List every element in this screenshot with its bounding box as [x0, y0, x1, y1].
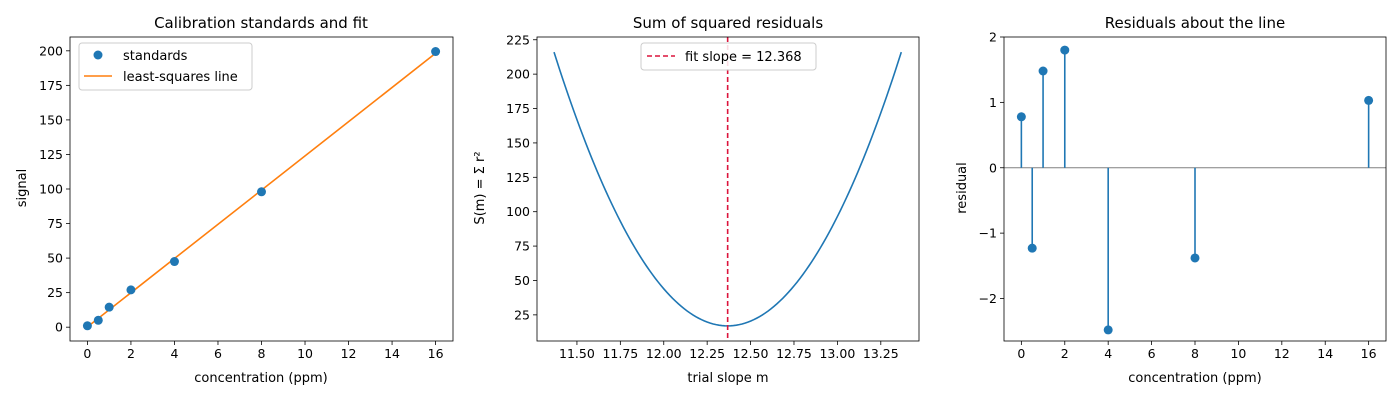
- panel-1-axes: [69, 36, 454, 342]
- panel-1-ytick-label: 100: [39, 182, 63, 197]
- panel-2-xtick-label: 13.00: [819, 346, 855, 361]
- panel-2-legend: fit slope = 12.368: [640, 42, 817, 71]
- panel-3-xtick-label: 0: [1017, 346, 1025, 361]
- legend-standards-marker: [93, 50, 103, 60]
- panel-1-xtick-label: 2: [127, 346, 135, 361]
- panel-3-xtick-label: 6: [1148, 346, 1156, 361]
- panel-1-ytick-label: 0: [55, 320, 63, 335]
- panel-1-xtick-label: 16: [428, 346, 444, 361]
- panel-2-xtick-label: 12.00: [646, 346, 682, 361]
- standard-point: [82, 321, 92, 331]
- panel-1-xlabel: concentration (ppm): [194, 371, 327, 386]
- panel-2-title: Sum of squared residuals: [633, 14, 823, 32]
- panel-3-ylabel: residual: [955, 162, 970, 214]
- panel-calibration: Calibration standards and fit concentrat…: [15, 14, 454, 386]
- panel-2-xtick-label: 12.75: [776, 346, 812, 361]
- panel-2-xtick-label: 11.75: [602, 346, 638, 361]
- panel-1-ytick-label: 75: [47, 216, 63, 231]
- standard-point: [169, 257, 179, 267]
- panel-residuals: Residuals about the line concentration (…: [955, 14, 1387, 386]
- panel-3-ytick-label: −1: [979, 226, 997, 241]
- residual-point: [1103, 325, 1113, 335]
- panel-3-axes: [1003, 36, 1387, 342]
- standard-point: [126, 285, 136, 295]
- panel-2-xtick-label: 13.25: [863, 346, 899, 361]
- panel-2-legend-box: [640, 42, 817, 71]
- panel-2-ytick-label: 75: [514, 239, 530, 254]
- panel-1-ytick-label: 150: [39, 112, 63, 127]
- panel-1-ytick-label: 50: [47, 251, 63, 266]
- panel-3-xtick-label: 4: [1104, 346, 1112, 361]
- standard-point: [104, 302, 114, 312]
- panel-1-xtick-label: 4: [170, 346, 178, 361]
- panel-2-ylabel: S(m) = Σ r²: [473, 151, 488, 224]
- panel-2-xtick-label: 11.50: [559, 346, 595, 361]
- panel-2-xtick-label: 12.25: [689, 346, 725, 361]
- panel-2-ytick-label: 25: [514, 307, 530, 322]
- panel-1-xtick-label: 12: [341, 346, 357, 361]
- panel-2-ytick-label: 50: [514, 273, 530, 288]
- panel-3-xlabel: concentration (ppm): [1128, 371, 1261, 386]
- residual-point: [1190, 253, 1200, 263]
- panel-1-title: Calibration standards and fit: [154, 14, 368, 32]
- panel-3-xtick-label: 12: [1274, 346, 1290, 361]
- panel-2-ytick-label: 225: [506, 32, 530, 47]
- panel-3-xtick-label: 2: [1061, 346, 1069, 361]
- panel-3-xtick-label: 10: [1230, 346, 1246, 361]
- residual-point: [1027, 243, 1037, 253]
- panel-2-xlabel: trial slope m: [687, 371, 768, 386]
- panel-1-ytick-label: 125: [39, 147, 63, 162]
- standard-point: [93, 315, 103, 325]
- panel-3-ytick-label: 2: [989, 30, 997, 45]
- standard-point: [431, 47, 441, 57]
- panel-3-ytick-label: −2: [979, 291, 997, 306]
- panel-1-xtick-label: 0: [83, 346, 91, 361]
- panel-2-xtick-label: 12.50: [733, 346, 769, 361]
- residual-point: [1060, 45, 1070, 55]
- panel-2-ytick-label: 175: [506, 101, 530, 116]
- panel-2-ytick-label: 100: [506, 204, 530, 219]
- panel-1-xtick-label: 8: [258, 346, 266, 361]
- panel-2-axes: [536, 36, 920, 342]
- panel-1-ylabel: signal: [15, 169, 30, 207]
- panel-1-xtick-label: 14: [384, 346, 400, 361]
- panel-2-ytick-label: 200: [506, 67, 530, 82]
- standard-point: [257, 187, 266, 197]
- panel-3-ytick-label: 0: [989, 160, 997, 175]
- panel-3-xtick-label: 16: [1361, 346, 1377, 361]
- panel-1-ytick-label: 200: [39, 43, 63, 58]
- legend-fit-slope-label: fit slope = 12.368: [685, 50, 802, 65]
- residual-point: [1016, 112, 1026, 122]
- panel-3-xtick-label: 14: [1317, 346, 1333, 361]
- panel-1-legend: standards least-squares line: [78, 42, 253, 91]
- panel-3-xtick-label: 8: [1191, 346, 1199, 361]
- legend-line-label: least-squares line: [123, 70, 238, 85]
- panel-3-ytick-label: 1: [989, 95, 997, 110]
- panel-1-ytick-label: 175: [39, 78, 63, 93]
- residual-point: [1364, 95, 1374, 105]
- panel-1-xtick-label: 6: [214, 346, 222, 361]
- residual-point: [1038, 66, 1048, 76]
- panel-ssr: Sum of squared residuals trial slope m S…: [473, 14, 920, 386]
- panel-2-ytick-label: 150: [506, 135, 530, 150]
- panel-1-legend-box: [78, 42, 253, 91]
- legend-standards-label: standards: [123, 49, 188, 64]
- panel-3-title: Residuals about the line: [1105, 14, 1285, 32]
- panel-1-xtick-label: 10: [297, 346, 313, 361]
- panel-1-ytick-label: 25: [47, 285, 63, 300]
- panel-2-ytick-label: 125: [506, 170, 530, 185]
